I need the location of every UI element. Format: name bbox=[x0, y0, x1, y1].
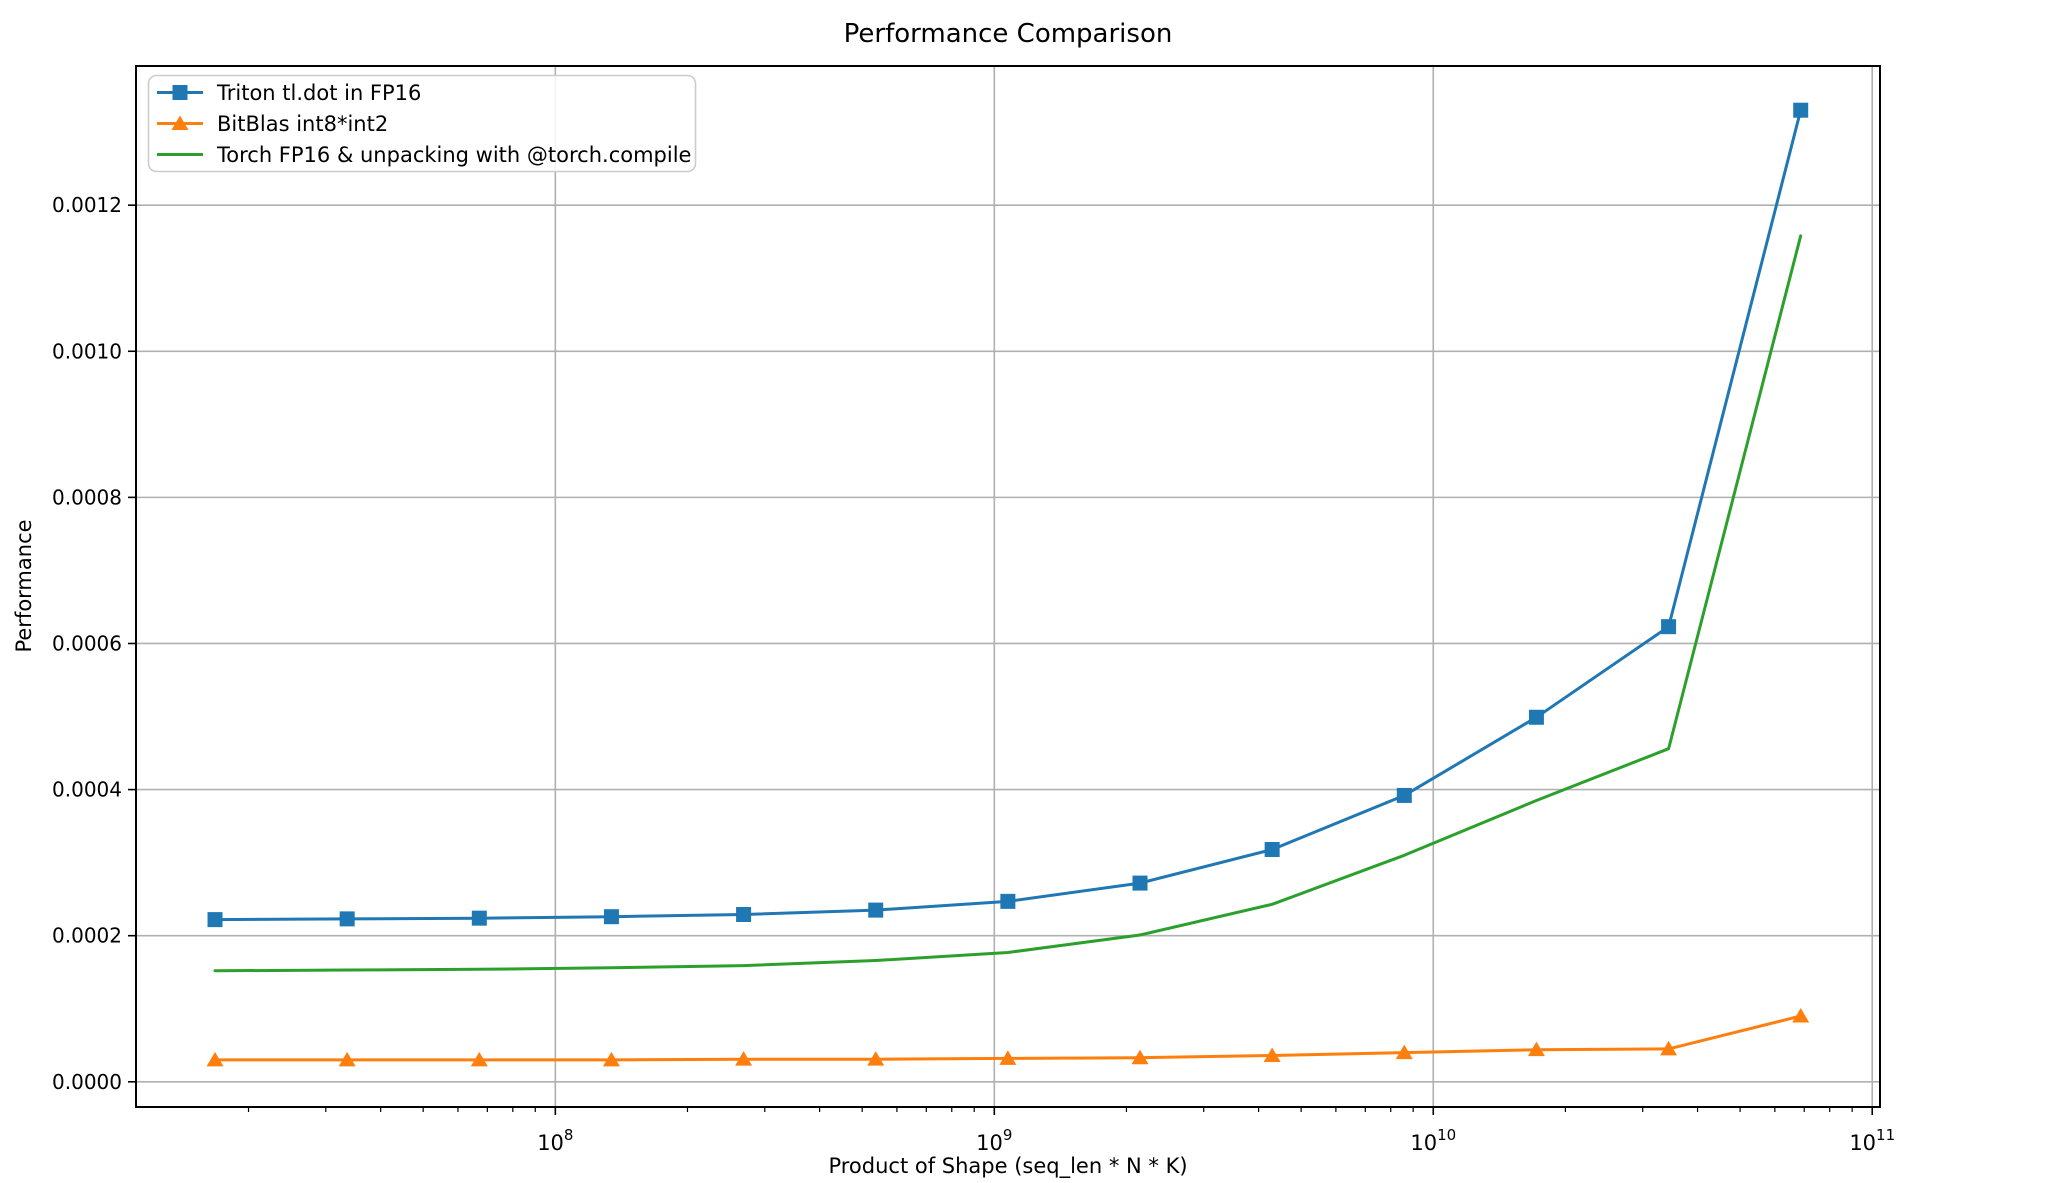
y-tick-label: 0.0008 bbox=[52, 485, 122, 509]
legend-item-torch-fp16-unpacking-with-torch-compile: Torch FP16 & unpacking with @torch.compi… bbox=[157, 143, 691, 167]
series-triton-tl-dot-in-fp16 bbox=[207, 102, 1809, 928]
triangle-marker bbox=[867, 1051, 885, 1066]
square-marker bbox=[471, 910, 487, 926]
plot-border bbox=[135, 65, 1881, 1108]
triangle-marker bbox=[1131, 1049, 1149, 1065]
legend-item-triton-tl-dot-in-fp16: Triton tl.dot in FP16 bbox=[157, 81, 421, 105]
triangle-marker bbox=[206, 1051, 224, 1067]
y-tick-label: 0.0000 bbox=[52, 1070, 122, 1094]
triangle-marker bbox=[1527, 1041, 1545, 1057]
square-marker bbox=[868, 902, 884, 918]
triangle-marker bbox=[999, 1050, 1017, 1065]
triangle-marker bbox=[735, 1051, 753, 1066]
series-line-triton-tl-dot-in-fp16 bbox=[213, 108, 1803, 922]
triangle-marker bbox=[171, 115, 189, 130]
triangle-marker bbox=[1395, 1044, 1413, 1060]
legend-label: Triton tl.dot in FP16 bbox=[216, 81, 421, 105]
triangle-marker bbox=[602, 1051, 620, 1067]
gridlines bbox=[136, 66, 1880, 1107]
legend-item-bitblas-int8-int2: BitBlas int8*int2 bbox=[157, 112, 388, 136]
series bbox=[206, 102, 1810, 1067]
square-marker bbox=[1132, 875, 1148, 891]
y-tick-label: 0.0004 bbox=[52, 778, 122, 802]
triangle-marker bbox=[338, 1051, 356, 1067]
y-tick-label: 0.0010 bbox=[52, 339, 122, 363]
y-tick-label: 0.0006 bbox=[52, 631, 122, 655]
y-axis-label: Performance bbox=[12, 519, 36, 653]
x-axis-label: Product of Shape (seq_len * N * K) bbox=[828, 1154, 1188, 1178]
y-tick-label: 0.0012 bbox=[52, 193, 122, 217]
square-marker bbox=[207, 912, 223, 928]
triangle-marker bbox=[1660, 1040, 1678, 1056]
square-marker bbox=[339, 911, 355, 927]
square-marker bbox=[1396, 787, 1412, 803]
square-marker bbox=[1000, 893, 1016, 909]
legend: Triton tl.dot in FP16 BitBlas int8*int2 To… bbox=[147, 74, 697, 173]
series-torch-fp16-unpacking-with-torch-compile bbox=[213, 234, 1803, 973]
square-marker bbox=[172, 85, 188, 100]
y-tick-label: 0.0002 bbox=[52, 924, 122, 948]
legend-label: BitBlas int8*int2 bbox=[217, 112, 388, 136]
x-tick-label: 1010 bbox=[1410, 1126, 1456, 1155]
triangle-marker bbox=[1792, 1008, 1810, 1023]
square-marker bbox=[1793, 102, 1809, 118]
series-bitblas-int8-int2 bbox=[206, 1008, 1810, 1067]
legend-label: Torch FP16 & unpacking with @torch.compi… bbox=[216, 143, 691, 167]
axis-ticks: 108 109 1010 1011 0.0000 0.0002 0.0004 0.0006 0.… bbox=[52, 193, 1895, 1155]
triangle-marker bbox=[470, 1051, 488, 1067]
triangle-marker bbox=[1263, 1047, 1281, 1062]
square-marker bbox=[1264, 841, 1280, 857]
square-marker bbox=[1528, 709, 1544, 725]
square-marker bbox=[1661, 619, 1677, 635]
square-marker bbox=[603, 909, 619, 925]
x-tick-label: 108 bbox=[537, 1126, 573, 1155]
square-marker bbox=[736, 907, 752, 923]
legend-box bbox=[147, 74, 697, 173]
series-line-torch-fp16-unpacking-with-torch-compile bbox=[213, 234, 1803, 973]
x-tick-label: 109 bbox=[976, 1126, 1012, 1155]
chart-title: Performance Comparison bbox=[843, 19, 1173, 49]
x-tick-label: 1011 bbox=[1849, 1126, 1895, 1155]
